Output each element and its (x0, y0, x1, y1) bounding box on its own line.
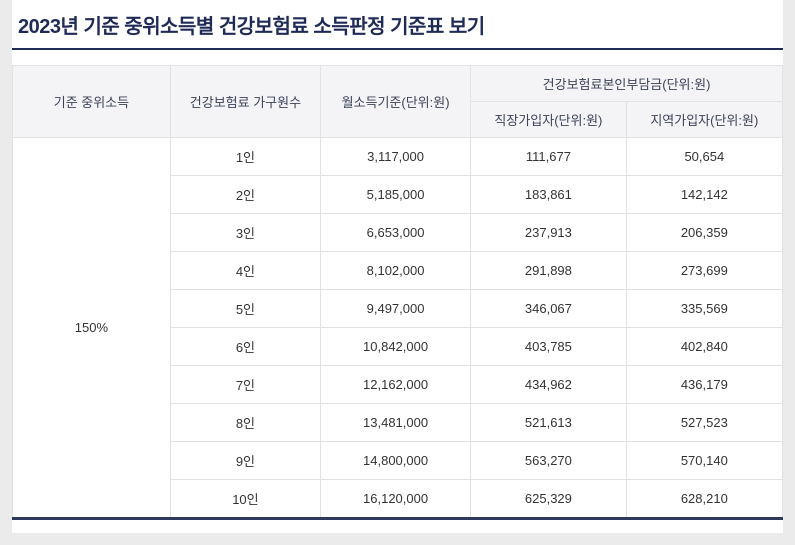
cell-regional-premium: 206,359 (625, 213, 784, 252)
table-row: 7인 12,162,000 434,962 436,179 (13, 365, 784, 404)
cell-monthly-income: 12,162,000 (319, 365, 472, 404)
cell-employee-premium: 434,962 (470, 365, 627, 404)
cell-monthly-income: 3,117,000 (319, 137, 472, 176)
cell-employee-premium: 403,785 (470, 327, 627, 366)
page-title: 2023년 기준 중위소득별 건강보험료 소득판정 기준표 보기 (18, 16, 485, 38)
cell-employee-premium: 237,913 (470, 213, 627, 252)
header-row-2: 직장가입자(단위:원) 지역가입자(단위:원) (13, 101, 784, 138)
cell-median-income-rate: 150% (12, 137, 171, 519)
cell-regional-premium: 527,523 (625, 403, 784, 442)
title-divider (12, 48, 783, 50)
cell-monthly-income: 5,185,000 (319, 175, 472, 214)
table-row: 4인 8,102,000 291,898 273,699 (13, 251, 784, 290)
table-row: 150% 1인 3,117,000 111,677 50,654 (12, 137, 784, 519)
cell-household-size: 9인 (169, 441, 321, 480)
cell-household-size: 3인 (169, 213, 321, 252)
cell-household-size: 4인 (169, 251, 321, 290)
cell-household-size: 10인 (169, 479, 321, 519)
cell-regional-premium: 142,142 (625, 175, 784, 214)
header-row-1: 기준 중위소득 건강보험료 가구원수 월소득기준(단위:원) 건강보험료본인부담… (12, 65, 783, 138)
header-premium-group: 건강보험료본인부담금(단위:원) (470, 65, 783, 102)
table-header: 기준 중위소득 건강보험료 가구원수 월소득기준(단위:원) 건강보험료본인부담… (12, 65, 784, 138)
content-panel: 2023년 기준 중위소득별 건강보험료 소득판정 기준표 보기 기준 중위소득… (12, 0, 784, 533)
cell-household-size: 7인 (169, 365, 321, 404)
cell-regional-premium: 50,654 (625, 137, 784, 176)
cell-regional-premium: 436,179 (625, 365, 784, 404)
cell-household-size: 8인 (169, 403, 321, 442)
table-row: 10인 16,120,000 625,329 628,210 (13, 479, 784, 519)
income-criteria-table: 기준 중위소득 건강보험료 가구원수 월소득기준(단위:원) 건강보험료본인부담… (12, 65, 784, 520)
cell-monthly-income: 9,497,000 (319, 289, 472, 328)
table-row: 6인 10,842,000 403,785 402,840 (13, 327, 784, 366)
table-row: 5인 9,497,000 346,067 335,569 (13, 289, 784, 328)
cell-regional-premium: 628,210 (625, 479, 784, 519)
cell-employee-premium: 346,067 (470, 289, 627, 328)
table-row: 3인 6,653,000 237,913 206,359 (13, 213, 784, 252)
table-row: 9인 14,800,000 563,270 570,140 (13, 441, 784, 480)
table-body: 150% 1인 3,117,000 111,677 50,654 2인 5,18… (12, 137, 784, 519)
cell-household-size: 2인 (169, 175, 321, 214)
cell-regional-premium: 335,569 (625, 289, 784, 328)
table-row: 2인 5,185,000 183,861 142,142 (13, 175, 784, 214)
header-regional-insured: 지역가입자(단위:원) (625, 101, 784, 138)
cell-monthly-income: 10,842,000 (319, 327, 472, 366)
cell-regional-premium: 402,840 (625, 327, 784, 366)
cell-household-size: 1인 (169, 137, 321, 176)
header-household-size: 건강보험료 가구원수 (169, 65, 321, 138)
header-employee-insured: 직장가입자(단위:원) (470, 101, 627, 138)
cell-employee-premium: 183,861 (470, 175, 627, 214)
cell-household-size: 5인 (169, 289, 321, 328)
cell-regional-premium: 273,699 (625, 251, 784, 290)
cell-employee-premium: 111,677 (470, 137, 627, 176)
cell-employee-premium: 563,270 (470, 441, 627, 480)
cell-employee-premium: 521,613 (470, 403, 627, 442)
cell-monthly-income: 6,653,000 (319, 213, 472, 252)
cell-monthly-income: 8,102,000 (319, 251, 472, 290)
header-median-income: 기준 중위소득 (12, 65, 171, 138)
header-monthly-income: 월소득기준(단위:원) (319, 65, 472, 138)
cell-employee-premium: 625,329 (470, 479, 627, 519)
cell-monthly-income: 16,120,000 (319, 479, 472, 519)
cell-regional-premium: 570,140 (625, 441, 784, 480)
cell-monthly-income: 13,481,000 (319, 403, 472, 442)
cell-monthly-income: 14,800,000 (319, 441, 472, 480)
cell-household-size: 6인 (169, 327, 321, 366)
table-row: 8인 13,481,000 521,613 527,523 (13, 403, 784, 442)
cell-employee-premium: 291,898 (470, 251, 627, 290)
